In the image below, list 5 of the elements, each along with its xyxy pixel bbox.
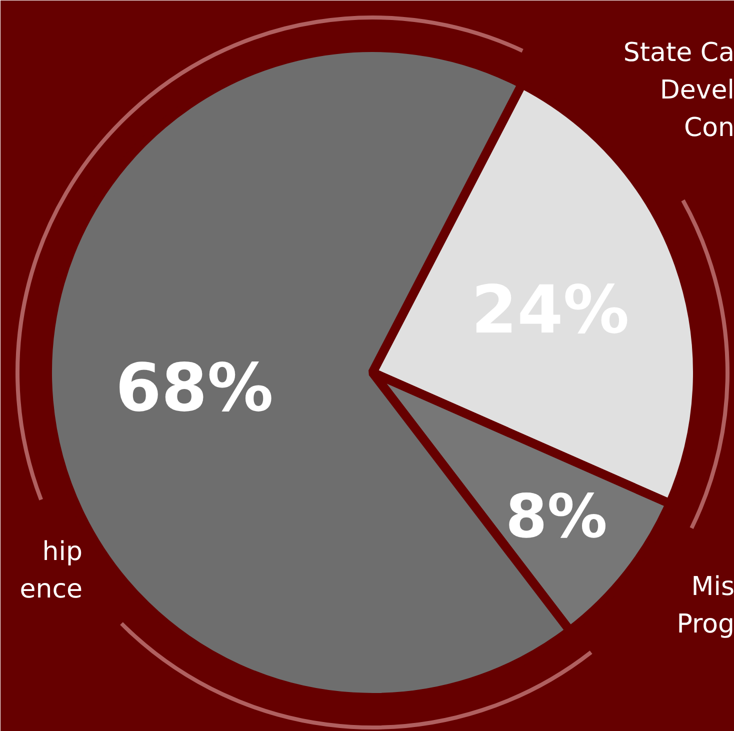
data-label: 68% <box>115 350 274 427</box>
slice-label: Mis Prog <box>676 572 734 640</box>
slice-label: hip ence <box>20 536 83 604</box>
slice-label: State Ca Devel Con <box>623 38 734 143</box>
data-label: 8% <box>505 482 608 552</box>
